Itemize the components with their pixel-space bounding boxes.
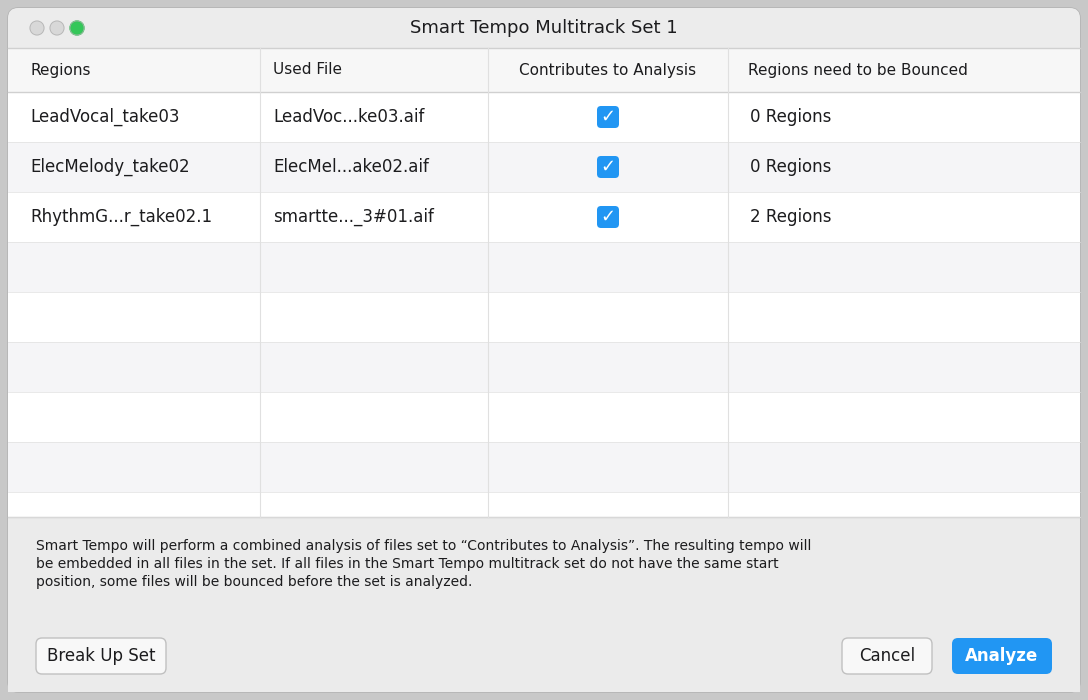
Bar bbox=[8, 342, 1080, 392]
Text: position, some files will be bounced before the set is analyzed.: position, some files will be bounced bef… bbox=[36, 575, 472, 589]
Bar bbox=[8, 517, 1080, 692]
Text: LeadVoc...ke03.aif: LeadVoc...ke03.aif bbox=[273, 108, 424, 126]
Text: ✓: ✓ bbox=[601, 158, 616, 176]
Text: 0 Regions: 0 Regions bbox=[750, 108, 831, 126]
FancyBboxPatch shape bbox=[8, 517, 1080, 692]
Bar bbox=[8, 442, 1080, 492]
Text: Cancel: Cancel bbox=[858, 647, 915, 665]
Bar bbox=[8, 192, 1080, 242]
Circle shape bbox=[50, 21, 64, 35]
Text: ElecMelody_take02: ElecMelody_take02 bbox=[30, 158, 189, 176]
FancyBboxPatch shape bbox=[8, 8, 1080, 692]
FancyBboxPatch shape bbox=[842, 638, 932, 674]
Text: Regions need to be Bounced: Regions need to be Bounced bbox=[749, 62, 968, 78]
Text: ✓: ✓ bbox=[601, 208, 616, 226]
Circle shape bbox=[30, 21, 44, 35]
Text: ElecMel...ake02.aif: ElecMel...ake02.aif bbox=[273, 158, 429, 176]
Text: Analyze: Analyze bbox=[965, 647, 1039, 665]
Bar bbox=[8, 142, 1080, 192]
Text: Regions: Regions bbox=[30, 62, 90, 78]
Text: be embedded in all files in the set. If all files in the Smart Tempo multitrack : be embedded in all files in the set. If … bbox=[36, 557, 779, 571]
Text: 2 Regions: 2 Regions bbox=[750, 208, 831, 226]
FancyBboxPatch shape bbox=[597, 106, 619, 128]
Bar bbox=[8, 292, 1080, 342]
Text: ✓: ✓ bbox=[601, 108, 616, 126]
Bar bbox=[8, 48, 1080, 92]
Text: LeadVocal_take03: LeadVocal_take03 bbox=[30, 108, 180, 126]
Text: Used File: Used File bbox=[273, 62, 342, 78]
Text: 0 Regions: 0 Regions bbox=[750, 158, 831, 176]
Bar bbox=[8, 492, 1080, 517]
FancyBboxPatch shape bbox=[952, 638, 1052, 674]
Text: Smart Tempo will perform a combined analysis of files set to “Contributes to Ana: Smart Tempo will perform a combined anal… bbox=[36, 539, 812, 553]
Bar bbox=[8, 36, 1080, 48]
Text: smartte..._3#01.aif: smartte..._3#01.aif bbox=[273, 208, 434, 226]
Bar bbox=[8, 92, 1080, 142]
Text: Break Up Set: Break Up Set bbox=[47, 647, 156, 665]
Circle shape bbox=[70, 21, 84, 35]
FancyBboxPatch shape bbox=[597, 156, 619, 178]
Bar bbox=[8, 242, 1080, 292]
Text: RhythmG...r_take02.1: RhythmG...r_take02.1 bbox=[30, 208, 212, 226]
Bar bbox=[8, 517, 1080, 529]
Text: Smart Tempo Multitrack Set 1: Smart Tempo Multitrack Set 1 bbox=[410, 19, 678, 37]
FancyBboxPatch shape bbox=[597, 206, 619, 228]
FancyBboxPatch shape bbox=[36, 638, 166, 674]
FancyBboxPatch shape bbox=[8, 8, 1080, 48]
Bar bbox=[8, 392, 1080, 442]
Text: Contributes to Analysis: Contributes to Analysis bbox=[519, 62, 696, 78]
